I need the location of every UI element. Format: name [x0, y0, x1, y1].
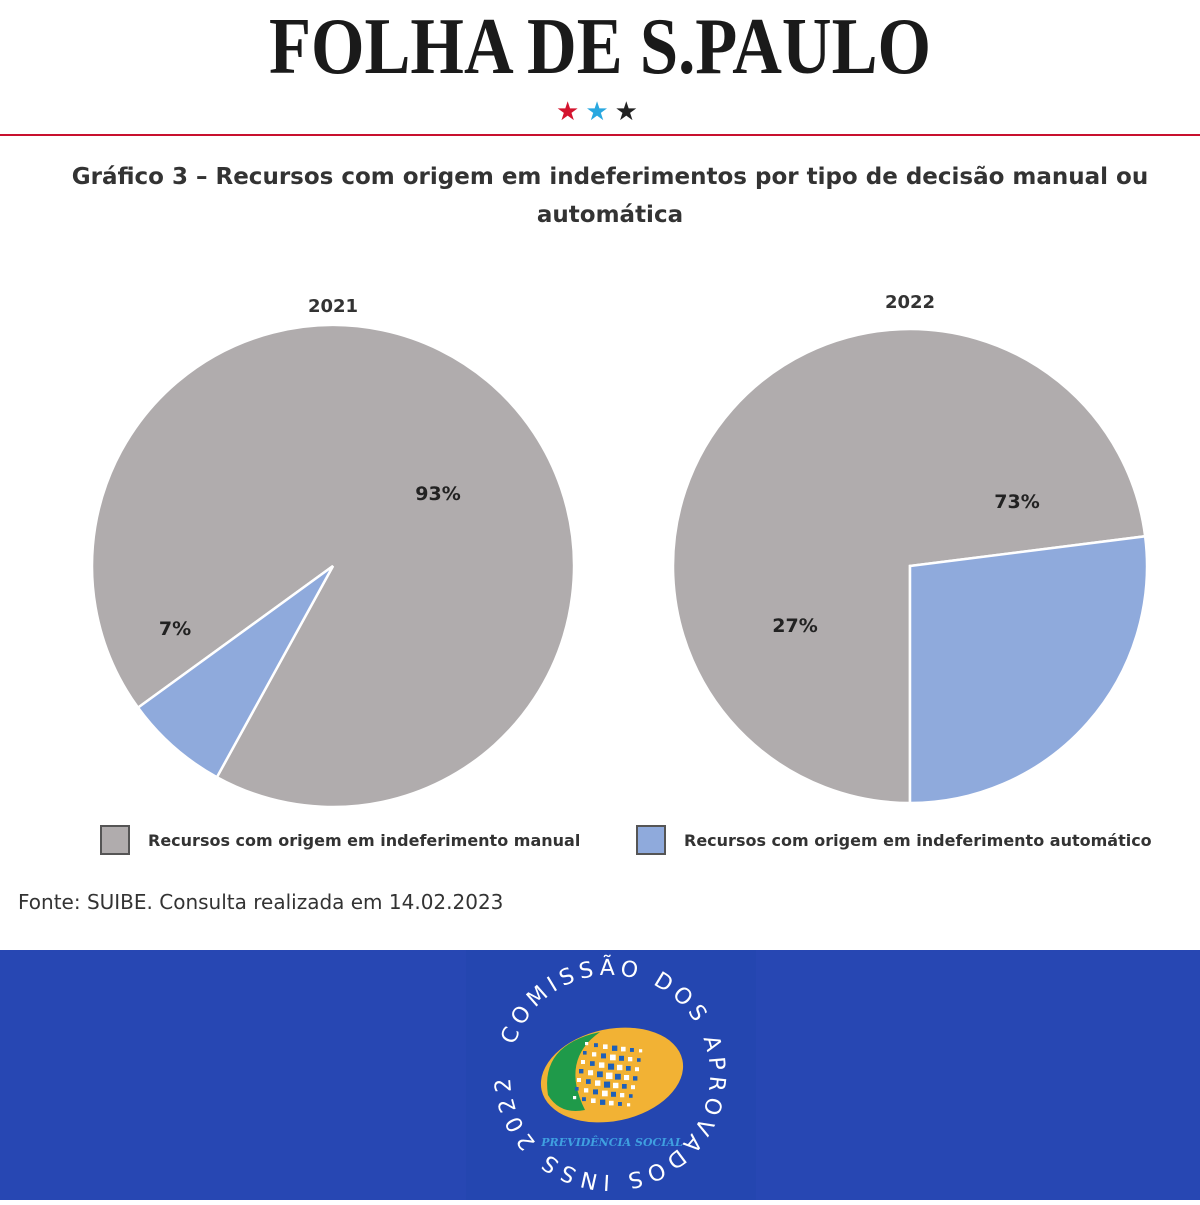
- legend-item-automatic: Recursos com origem em indeferimento aut…: [636, 822, 1152, 858]
- data-label-2022-manual: 73%: [994, 491, 1039, 513]
- footer-separator: [0, 944, 1200, 950]
- legend-label-manual: Recursos com origem em indeferimento man…: [148, 830, 581, 850]
- pie-slice-2021-automatic: [136, 564, 335, 779]
- pie-title-2022: 2022: [885, 292, 935, 313]
- legend-label-automatic: Recursos com origem em indeferimento aut…: [684, 830, 1152, 850]
- pie-title-2021: 2021: [308, 296, 358, 317]
- footer-banner: COMISSÃO DOS APROVADOS INSS 2022 PREVIDÊ…: [0, 950, 1200, 1200]
- newspaper-logo: FOLHA DE S.PAULO: [269, 3, 931, 91]
- data-label-2021-manual: 93%: [415, 483, 460, 505]
- legend-swatch-automatic: [636, 825, 666, 855]
- data-label-2022-automatic: 27%: [772, 615, 817, 637]
- chart-title: Gráfico 3 – Recursos com origem em indef…: [71, 164, 1149, 228]
- pie-charts: 93% 7% 2021 73% 27% 2022: [90, 292, 1149, 809]
- legend-item-manual: Recursos com origem em indeferimento man…: [100, 822, 580, 858]
- pie-slice-2022-automatic: [908, 534, 1149, 805]
- stars: ★★★: [0, 96, 1200, 126]
- masthead-divider: [0, 134, 1200, 136]
- logo-text: PREVIDÊNCIA SOCIAL: [540, 1135, 683, 1149]
- star-red-icon: ★: [556, 96, 586, 126]
- masthead: FOLHA DE S.PAULO ★★★: [0, 0, 1200, 136]
- star-blue-icon: ★: [585, 96, 615, 126]
- data-label-2021-automatic: 7%: [159, 618, 191, 640]
- legend-swatch-manual: [100, 825, 130, 855]
- star-black-icon: ★: [614, 96, 644, 126]
- badge: COMISSÃO DOS APROVADOS INSS 2022 PREVIDÊ…: [466, 950, 756, 1200]
- source-note: Fonte: SUIBE. Consulta realizada em 14.0…: [18, 890, 504, 914]
- previdencia-logo-icon: [540, 1027, 684, 1123]
